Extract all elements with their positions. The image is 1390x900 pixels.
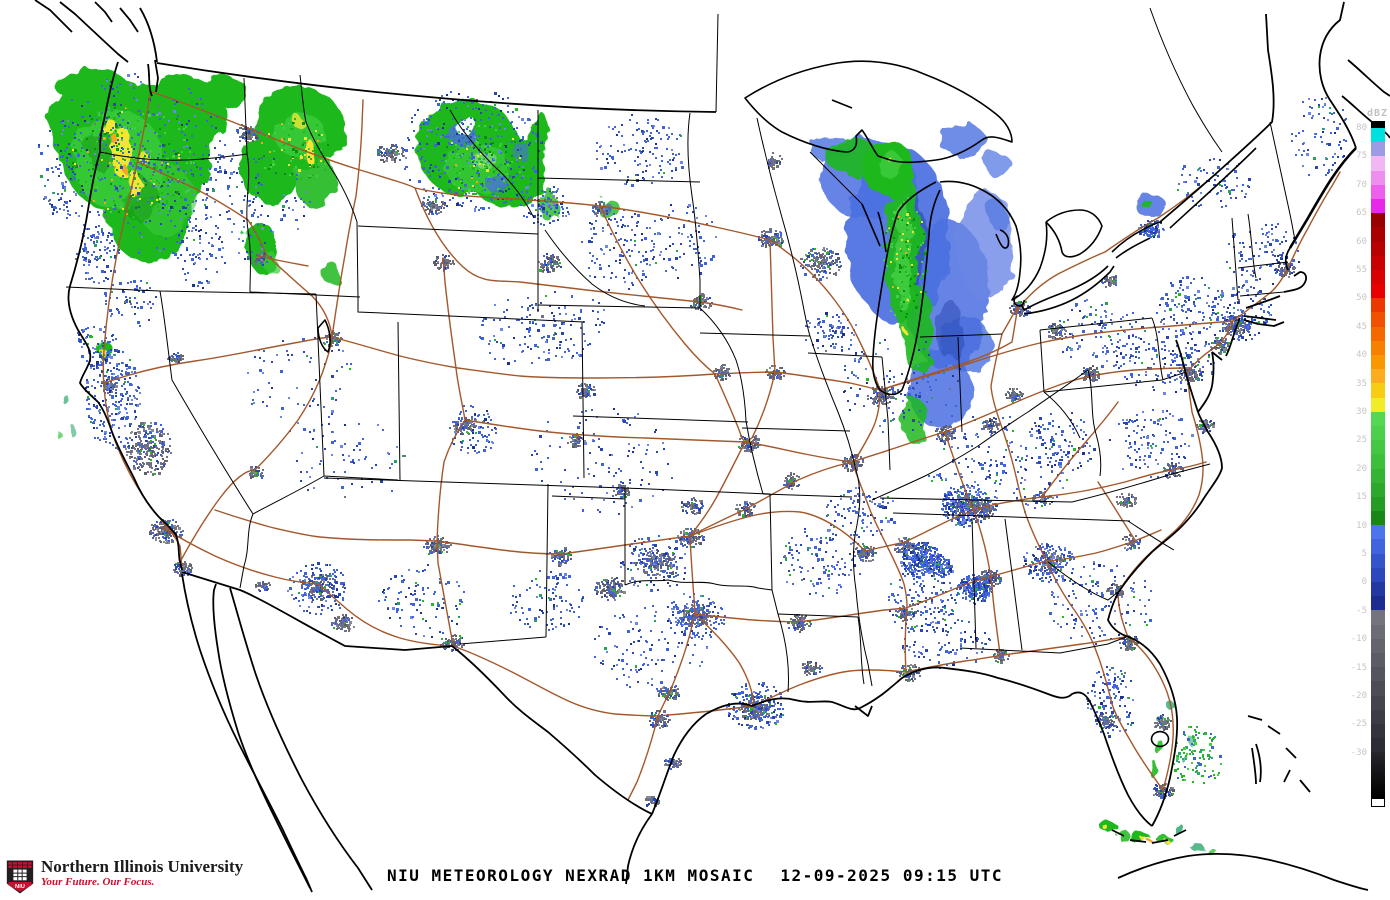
radar-map <box>0 0 1390 900</box>
dbz-tick-35: 35 <box>1341 379 1367 389</box>
dbz-tick-30: 30 <box>1341 407 1367 417</box>
dbz-tick--5: -5 <box>1341 606 1367 616</box>
dbz-tick-45: 45 <box>1341 322 1367 332</box>
dbz-tick--20: -20 <box>1341 691 1367 701</box>
dbz-tick-70: 70 <box>1341 180 1367 190</box>
dbz-tick-25: 25 <box>1341 435 1367 445</box>
dbz-colorbar <box>1371 121 1385 807</box>
niu-shield-icon: NIU <box>6 857 34 897</box>
dbz-tick-65: 65 <box>1341 208 1367 218</box>
dbz-tick-60: 60 <box>1341 237 1367 247</box>
dbz-tick--25: -25 <box>1341 719 1367 729</box>
dbz-tick-75: 75 <box>1341 151 1367 161</box>
niu-logo: NIU Northern Illinois University Your Fu… <box>6 857 243 897</box>
university-tagline: Your Future. Our Focus. <box>41 876 243 889</box>
dbz-tick-20: 20 <box>1341 464 1367 474</box>
dbz-tick--15: -15 <box>1341 663 1367 673</box>
dbz-tick-40: 40 <box>1341 350 1367 360</box>
dbz-tick-10: 10 <box>1341 521 1367 531</box>
dbz-tick-15: 15 <box>1341 492 1367 502</box>
product-timestamp: 12-09-2025 09:15 UTC <box>780 866 1003 885</box>
dbz-tick-50: 50 <box>1341 293 1367 303</box>
dbz-tick--30: -30 <box>1341 748 1367 758</box>
dbz-tick-55: 55 <box>1341 265 1367 275</box>
dbz-tick--10: -10 <box>1341 634 1367 644</box>
niu-acronym: NIU <box>15 884 25 890</box>
university-name: Northern Illinois University <box>41 857 243 876</box>
dbz-tick-80: 80 <box>1341 123 1367 133</box>
product-title: NIU METEOROLOGY NEXRAD 1KM MOSAIC <box>387 866 754 885</box>
dbz-tick-5: 5 <box>1341 549 1367 559</box>
dbz-tick-0: 0 <box>1341 577 1367 587</box>
colorbar-units-label: dBZ <box>1367 108 1388 119</box>
